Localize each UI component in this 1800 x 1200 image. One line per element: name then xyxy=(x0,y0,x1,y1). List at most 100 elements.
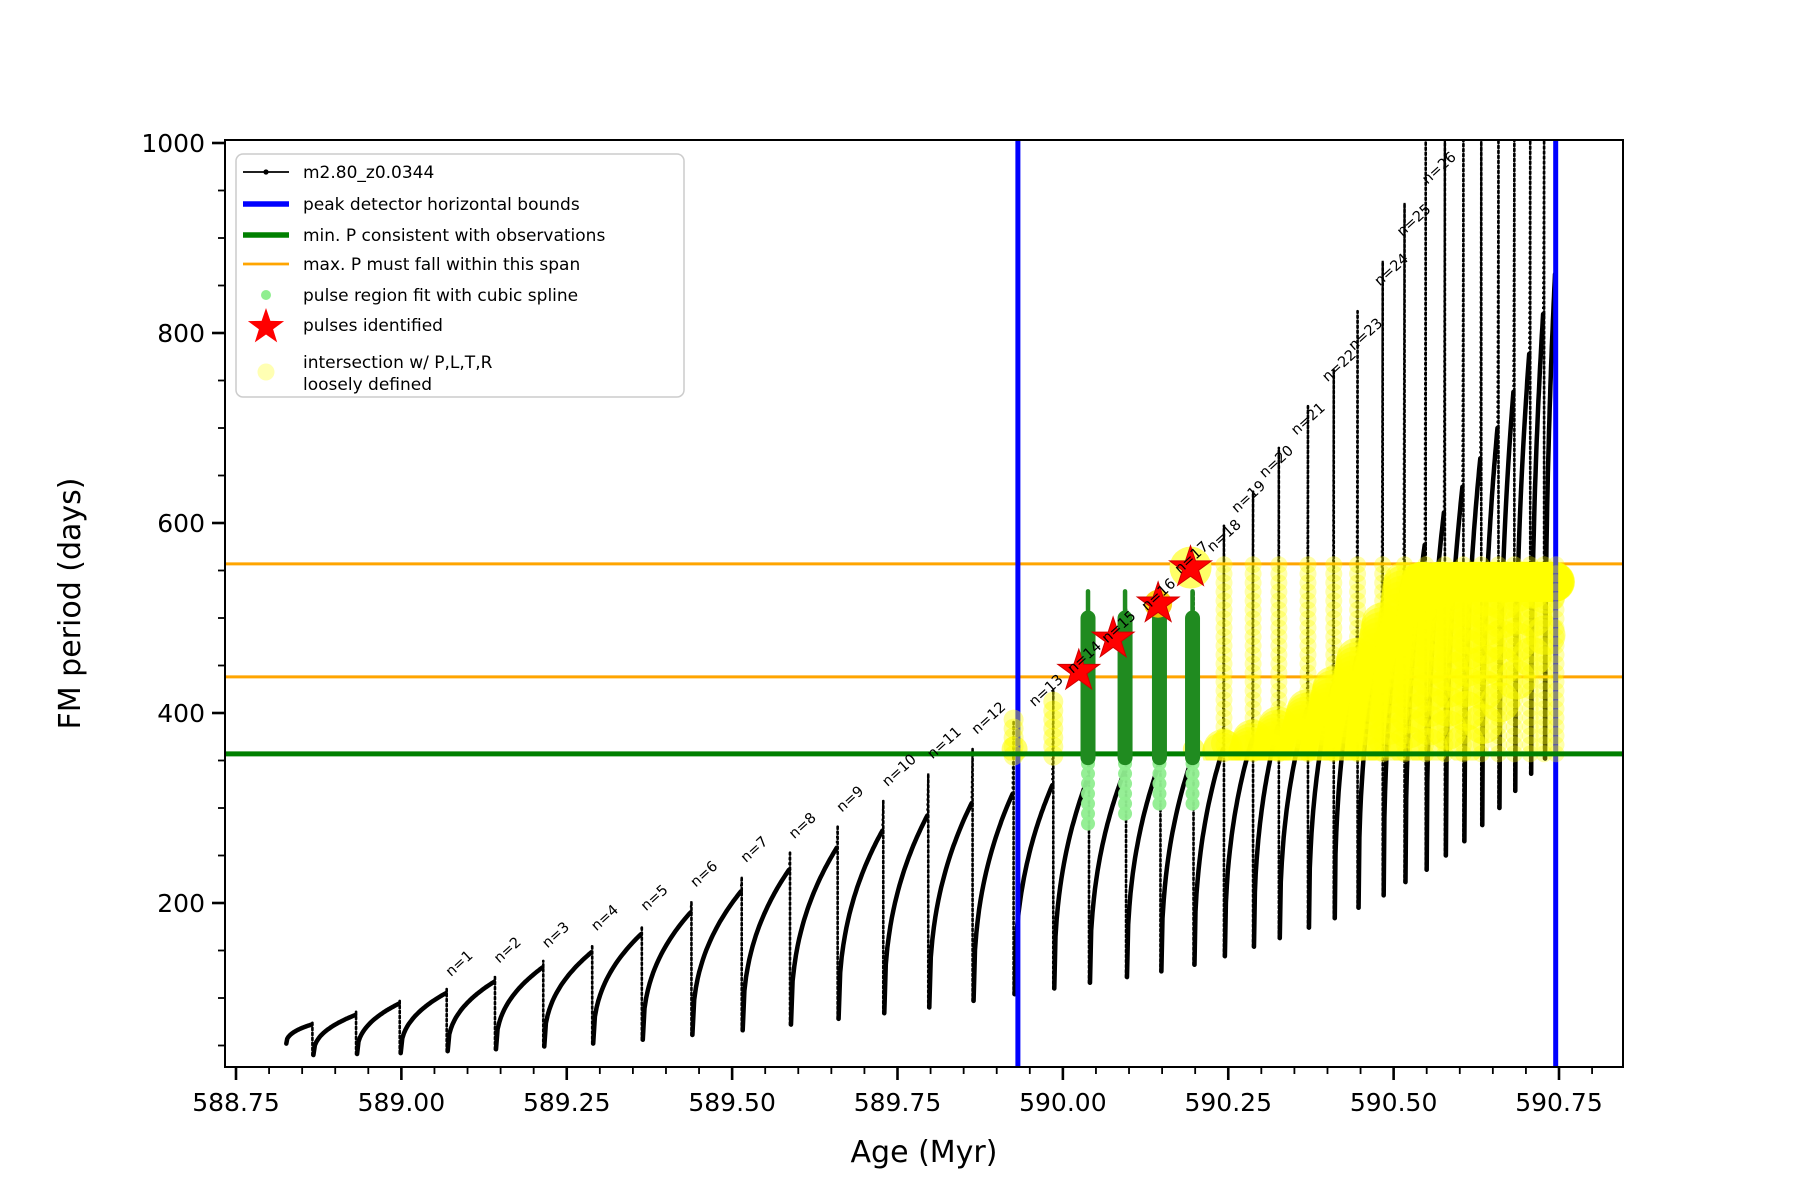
intersection-chain-dot xyxy=(1535,592,1553,610)
intersection-chain-dot xyxy=(1374,619,1392,637)
intersection-chain-dot xyxy=(1454,628,1472,646)
intersection-chain-dot xyxy=(1547,646,1565,664)
intersection-chain-dot xyxy=(1349,709,1367,727)
intersection-chain-dot xyxy=(1472,664,1490,682)
intersection-chain-dot xyxy=(1299,736,1317,754)
intersection-chain-dot xyxy=(1043,700,1064,721)
intersection-chain-dot xyxy=(1349,565,1367,583)
intersection-chain-dot xyxy=(1436,574,1454,592)
intersection-chain-dot xyxy=(1521,628,1539,646)
intersection-chain-dot xyxy=(1215,619,1233,637)
intersection-chain-dot xyxy=(1270,682,1288,700)
intersection-chain-dot xyxy=(1490,610,1507,628)
intersection-chain-dot xyxy=(1325,646,1343,664)
intersection-chain-dot xyxy=(1374,718,1392,736)
spline-fit-dot xyxy=(1118,796,1133,811)
intersection-chain-dot xyxy=(1299,637,1317,655)
intersection-chain-dot xyxy=(1454,736,1472,754)
track-bump xyxy=(882,813,930,1016)
pulse-label: n=23 xyxy=(1346,316,1386,355)
intersection-chain-dot xyxy=(1535,655,1553,673)
pulse-label: n=25 xyxy=(1394,202,1434,241)
track-spike-rise xyxy=(492,975,497,983)
track-bump xyxy=(493,965,545,1052)
intersection-chain-dot xyxy=(1215,610,1233,628)
track-bump xyxy=(284,1022,314,1046)
intersection-chain-dot xyxy=(1417,646,1435,664)
intersection-chain-dot xyxy=(1521,565,1539,583)
intersection-chain-dot xyxy=(1472,727,1490,745)
intersection-chain-dot xyxy=(1396,709,1413,727)
intersection-chain-dot xyxy=(1505,646,1523,664)
track-bump xyxy=(927,801,974,1010)
intersection-chain-dot xyxy=(1299,610,1317,628)
pulse-label: n=12 xyxy=(969,699,1009,738)
intersection-chain-dot xyxy=(1374,700,1392,718)
intersection-chain-dot xyxy=(1349,610,1367,628)
intersection-chain-dot xyxy=(1417,727,1435,745)
intersection-chain-dot xyxy=(1374,592,1392,610)
intersection-chain-dot xyxy=(1436,691,1454,709)
pulse-label: n=5 xyxy=(638,882,671,914)
x-tick-label: 588.75 xyxy=(192,1088,279,1117)
intersection-chain-dot xyxy=(1215,601,1233,619)
intersection-chain-dot xyxy=(1299,619,1317,637)
intersection-chain-dot xyxy=(1215,574,1233,592)
intersection-chain-dot xyxy=(1325,655,1343,673)
intersection-chain-dot xyxy=(1270,619,1288,637)
y-axis-title: FM period (days) xyxy=(53,478,88,730)
intersection-chain-dot xyxy=(1505,583,1523,601)
legend-item-label: intersection w/ P,L,T,R xyxy=(303,353,493,373)
intersection-chain-dot xyxy=(1215,592,1233,610)
intersection-chain-dot xyxy=(1349,736,1367,754)
intersection-chain-dot xyxy=(1547,691,1565,709)
intersection-chain-dot xyxy=(1454,655,1472,673)
axes-frame xyxy=(224,139,1624,1068)
intersection-chain-dot xyxy=(1215,664,1233,682)
intersection-chain-dot xyxy=(1374,664,1392,682)
intersection-chain-dot xyxy=(1490,637,1507,655)
intersection-chain-dot xyxy=(1325,592,1343,610)
spline-fit-dot xyxy=(1152,796,1167,811)
intersection-chain-dot xyxy=(1490,682,1507,700)
intersection-chain-dot xyxy=(1521,574,1539,592)
pulse-label: n=6 xyxy=(688,858,721,890)
intersection-chain-dot xyxy=(1454,673,1472,691)
intersection-chain-dot xyxy=(1454,637,1472,655)
track-spike-rise xyxy=(1442,140,1446,513)
intersection-chain-dot xyxy=(1325,601,1343,619)
intersection-chain-dot xyxy=(1490,565,1507,583)
intersection-chain-dot xyxy=(1472,709,1490,727)
intersection-chain-dot xyxy=(1547,682,1565,700)
intersection-chain-dot xyxy=(1417,574,1435,592)
intersection-chain-dot xyxy=(1215,673,1233,691)
legend-item-min-p: min. P consistent with observations xyxy=(243,226,605,246)
intersection-chain-dot xyxy=(1535,628,1553,646)
intersection-chain-dot xyxy=(1490,709,1507,727)
pulse-label: n=10 xyxy=(880,752,920,791)
intersection-chain-dot xyxy=(1374,709,1392,727)
intersection-chain-dot xyxy=(1215,655,1233,673)
intersection-chain-dot xyxy=(1396,592,1413,610)
intersection-chain-dot xyxy=(1547,709,1565,727)
y-tick-label: 600 xyxy=(157,509,205,538)
legend-dot-marker xyxy=(263,169,269,175)
intersection-chain-dot xyxy=(1547,736,1565,754)
legend-box xyxy=(235,153,685,398)
intersection-chain-dot xyxy=(1521,583,1539,601)
track-spike-rise xyxy=(397,999,401,1004)
legend-item-max-p: max. P must fall within this span xyxy=(243,255,580,275)
track-spike-rise xyxy=(1528,140,1532,354)
intersection-chain-dot xyxy=(1325,664,1343,682)
intersection-chain-dot xyxy=(1547,592,1565,610)
intersection-blob xyxy=(1210,729,1239,758)
track-bump xyxy=(1012,782,1055,997)
intersection-chain-dot xyxy=(1417,682,1435,700)
intersection-chain-dot xyxy=(1349,664,1367,682)
intersection-chain-dot xyxy=(1215,682,1233,700)
intersection-chain-dot xyxy=(1454,583,1472,601)
pulse-label: n=20 xyxy=(1257,443,1297,482)
intersection-chain-dot xyxy=(1521,601,1539,619)
track-spike-rise xyxy=(926,772,930,816)
intersection-chain-dot xyxy=(1270,565,1288,583)
